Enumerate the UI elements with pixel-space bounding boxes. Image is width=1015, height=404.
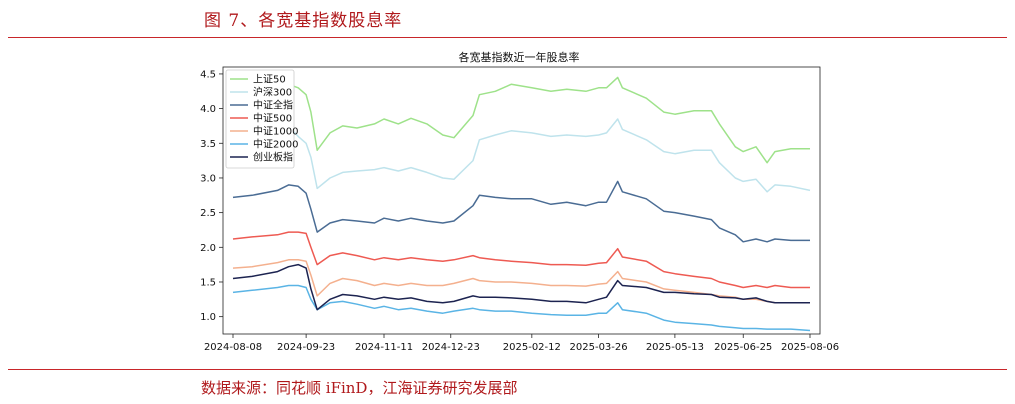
figure-caption: 图 7、各宽基指数股息率 <box>204 11 403 31</box>
y-tick-label: 4.0 <box>200 104 216 115</box>
legend-label-4: 中证500 <box>253 112 292 125</box>
series-line-3 <box>232 180 810 243</box>
y-tick-label: 1.0 <box>200 312 216 323</box>
y-tick-label: 2.0 <box>200 243 216 254</box>
series-line-5 <box>232 259 810 304</box>
series-line-4 <box>232 231 810 289</box>
x-tick-label: 2024-11-11 <box>355 342 413 353</box>
x-tick-label: 2025-05-13 <box>646 342 704 353</box>
y-tick-label: 4.5 <box>200 69 216 80</box>
y-tick-label: 1.5 <box>200 277 216 288</box>
x-tick-label: 2024-08-08 <box>204 342 262 353</box>
y-tick-label: 3.5 <box>200 139 216 150</box>
legend-label-1: 上证50 <box>253 74 286 86</box>
y-tick-label: 3.0 <box>200 173 216 184</box>
plot-area-frame <box>222 66 821 335</box>
x-tick-label: 2025-03-26 <box>570 342 628 353</box>
series-line-1 <box>232 76 810 164</box>
y-axis: 1.0 1.5 2.0 2.5 3.0 3.5 4.0 4.5 <box>200 69 223 323</box>
chart-title: 各宽基指数近一年股息率 <box>459 50 580 64</box>
series-lines <box>232 76 811 332</box>
legend-label-7: 创业板指 <box>253 151 293 164</box>
x-tick-label: 2025-08-06 <box>781 342 839 353</box>
top-divider <box>8 37 1007 38</box>
legend-label-2: 沪深300 <box>253 86 292 99</box>
series-line-2 <box>232 118 811 193</box>
legend-label-3: 中证全指 <box>253 99 293 112</box>
legend-label-6: 中证2000 <box>253 138 298 151</box>
data-source-note: 数据来源：同花顺 iFinD，江海证券研究发展部 <box>201 379 518 397</box>
x-tick-label: 2025-02-12 <box>503 342 561 353</box>
x-tick-label: 2025-06-25 <box>714 342 772 353</box>
y-tick-label: 2.5 <box>200 208 216 219</box>
x-axis: 2024-08-08 2024-09-23 2024-11-11 2024-12-23… <box>204 334 839 353</box>
x-tick-label: 2024-12-23 <box>422 342 480 353</box>
bottom-divider <box>8 369 1007 370</box>
series-line-7 <box>232 263 810 311</box>
x-tick-label: 2024-09-23 <box>277 342 335 353</box>
dividend-yield-chart: 各宽基指数近一年股息率 1.0 1.5 2.0 2.5 3.0 3.5 4.0 4.5 202… <box>200 50 839 353</box>
legend-label-5: 中证1000 <box>253 125 298 138</box>
